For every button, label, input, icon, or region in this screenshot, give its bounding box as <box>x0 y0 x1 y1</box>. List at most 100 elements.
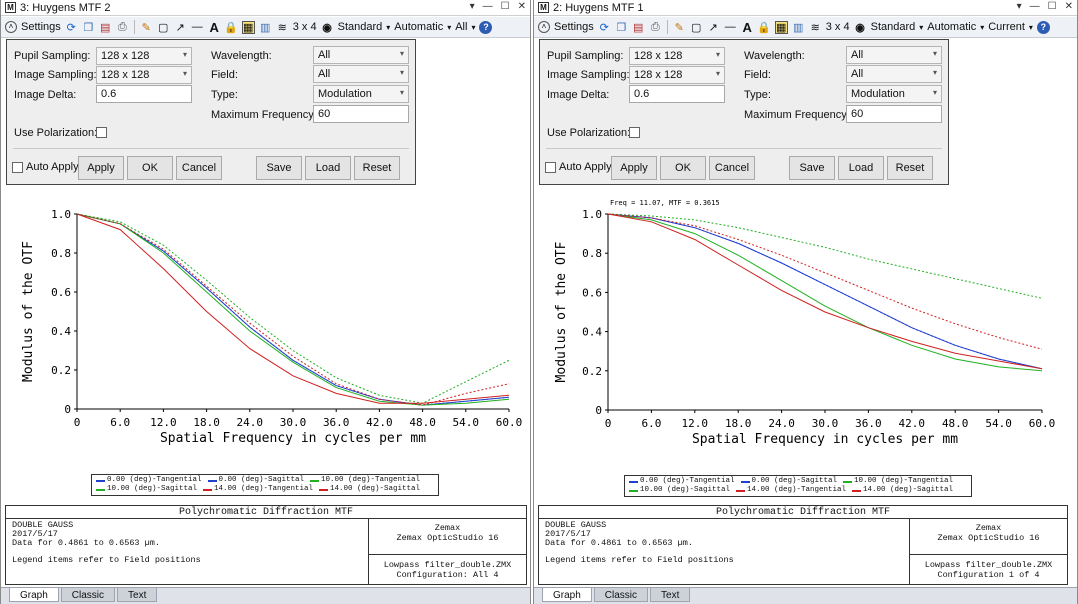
minimize-icon[interactable]: — <box>482 1 493 12</box>
dropdown-icon[interactable]: ▾ <box>469 1 475 12</box>
pupil-sampling-select[interactable]: 128 x 128 ▾ <box>96 47 192 65</box>
polarization-checkbox[interactable] <box>629 127 640 138</box>
x-tick-label: 36.0 <box>323 416 350 429</box>
copy-icon[interactable]: ❐ <box>83 21 94 34</box>
series-line <box>607 213 1043 299</box>
apply-button[interactable]: Apply <box>78 156 124 180</box>
line-icon[interactable]: — <box>724 21 736 33</box>
lock-icon[interactable]: 🔒 <box>224 21 239 34</box>
max-frequency-field[interactable]: 60 <box>846 105 942 123</box>
maximize-icon[interactable]: ☐ <box>500 1 510 12</box>
save-button[interactable]: Save <box>256 156 302 180</box>
print-icon[interactable]: ⎙ <box>650 20 660 33</box>
save-icon[interactable]: ▤ <box>100 21 111 34</box>
field-select[interactable]: All ▾ <box>313 65 409 83</box>
window-controls: ▾ — ☐ ✕ <box>470 1 526 12</box>
scope-dropdown[interactable]: All <box>455 21 468 33</box>
image-delta-field[interactable]: 0.6 <box>96 85 192 103</box>
copy-icon[interactable]: ❐ <box>616 21 627 34</box>
clock-icon[interactable]: ◉ <box>855 21 865 34</box>
ok-button[interactable]: OK <box>660 156 706 180</box>
grid-icon[interactable]: ▦ <box>774 20 788 34</box>
minimize-icon[interactable]: — <box>1029 1 1040 12</box>
close-icon[interactable]: ✕ <box>1064 1 1073 12</box>
layout-selector[interactable]: 3 x 4 <box>825 21 850 33</box>
automatic-dropdown[interactable]: Automatic <box>394 21 444 33</box>
print-icon[interactable]: ⎙ <box>117 20 127 33</box>
tab-classic[interactable]: Classic <box>60 588 116 602</box>
tab-text[interactable]: Text <box>117 588 158 602</box>
collapse-icon[interactable]: ˄ <box>538 21 550 33</box>
wavelength-select[interactable]: All ▾ <box>313 46 409 64</box>
arrow-icon[interactable]: ↗ <box>708 21 718 34</box>
text-icon[interactable]: A <box>742 19 752 35</box>
tab-graph[interactable]: Graph <box>542 588 592 602</box>
refresh-icon[interactable]: ⟳ <box>599 21 609 34</box>
info-line: Data for 0.4861 to 0.6563 µm. <box>545 538 693 548</box>
type-select[interactable]: Modulation ▾ <box>313 85 409 103</box>
save-button[interactable]: Save <box>789 156 835 180</box>
save-icon[interactable]: ▤ <box>633 21 644 34</box>
settings-button[interactable]: Settings <box>554 21 594 33</box>
legend-swatch <box>203 488 213 491</box>
cancel-button[interactable]: Cancel <box>176 156 222 180</box>
standard-dropdown[interactable]: Standard <box>870 21 916 33</box>
wavelength-select[interactable]: All ▾ <box>846 46 942 64</box>
cancel-button[interactable]: Cancel <box>709 156 755 180</box>
help-icon[interactable]: ? <box>479 20 493 34</box>
image-delta-field[interactable]: 0.6 <box>629 85 725 103</box>
pencil-icon[interactable]: ✎ <box>674 21 684 34</box>
dropdown-icon[interactable]: ▾ <box>1016 1 1022 12</box>
pupil-sampling-select[interactable]: 128 x 128 ▾ <box>629 47 725 65</box>
standard-dropdown[interactable]: Standard <box>337 21 383 33</box>
pencil-icon[interactable]: ✎ <box>141 21 151 34</box>
type-select[interactable]: Modulation ▾ <box>846 85 942 103</box>
polarization-checkbox[interactable] <box>96 127 107 138</box>
mtf-graph-area[interactable]: 0 6.0 12.0 18.0 24.0 30.0 36.0 42.0 48.0 54.0 60.0… <box>1 190 530 500</box>
refresh-icon[interactable]: ⟳ <box>66 21 76 34</box>
lock-icon[interactable]: 🔒 <box>757 21 772 34</box>
mtf-chart[interactable]: 0 6.0 12.0 18.0 24.0 30.0 36.0 42.0 48.0 54.0 60.0… <box>1 190 531 500</box>
reset-button[interactable]: Reset <box>354 156 400 180</box>
collapse-icon[interactable]: ˄ <box>5 21 17 33</box>
layout-selector[interactable]: 3 x 4 <box>292 21 317 33</box>
close-icon[interactable]: ✕ <box>517 1 526 12</box>
image-sampling-select[interactable]: 128 x 128 ▾ <box>96 66 192 84</box>
legend-item: 10.00 (deg)-Tangential <box>843 477 953 486</box>
ok-button[interactable]: OK <box>127 156 173 180</box>
mtf-chart[interactable]: 0 6.0 12.0 18.0 24.0 30.0 36.0 42.0 48.0 54.0 60.0… <box>534 190 1078 500</box>
help-icon[interactable]: ? <box>1036 20 1050 34</box>
line-icon[interactable]: — <box>191 21 203 33</box>
legend-item: 14.00 (deg)-Sagittal <box>319 485 420 494</box>
rectangle-icon[interactable]: ▢ <box>158 21 169 34</box>
legend-item: 10.00 (deg)-Tangential <box>310 476 420 485</box>
mtf-graph-area[interactable]: 0 6.0 12.0 18.0 24.0 30.0 36.0 42.0 48.0 54.0 60.0… <box>534 190 1077 500</box>
image-sampling-select[interactable]: 128 x 128 ▾ <box>629 66 725 84</box>
image-sampling-label: Image Sampling: <box>547 69 630 81</box>
automatic-dropdown[interactable]: Automatic <box>927 21 977 33</box>
arrow-icon[interactable]: ↗ <box>175 21 185 34</box>
stack-icon[interactable]: ≋ <box>277 21 287 34</box>
auto-apply-checkbox[interactable] <box>545 162 556 173</box>
maximize-icon[interactable]: ☐ <box>1047 1 1057 12</box>
load-button[interactable]: Load <box>838 156 884 180</box>
grid-icon[interactable]: ▦ <box>241 20 255 34</box>
rectangle-icon[interactable]: ▢ <box>691 21 702 34</box>
legend-row: 0.00 (deg)-Tangential 0.00 (deg)-Sagitta… <box>629 477 967 486</box>
auto-apply-checkbox[interactable] <box>12 162 23 173</box>
scope-dropdown[interactable]: Current <box>988 21 1025 33</box>
clock-icon[interactable]: ◉ <box>322 21 332 34</box>
max-frequency-field[interactable]: 60 <box>313 105 409 123</box>
tab-text[interactable]: Text <box>650 588 691 602</box>
layers-icon[interactable]: ▥ <box>260 21 271 34</box>
tab-classic[interactable]: Classic <box>593 588 649 602</box>
settings-button[interactable]: Settings <box>21 21 61 33</box>
field-select[interactable]: All ▾ <box>846 65 942 83</box>
apply-button[interactable]: Apply <box>611 156 657 180</box>
reset-button[interactable]: Reset <box>887 156 933 180</box>
layers-icon[interactable]: ▥ <box>793 21 804 34</box>
tab-graph[interactable]: Graph <box>9 588 59 602</box>
stack-icon[interactable]: ≋ <box>810 21 820 34</box>
text-icon[interactable]: A <box>209 19 219 35</box>
load-button[interactable]: Load <box>305 156 351 180</box>
